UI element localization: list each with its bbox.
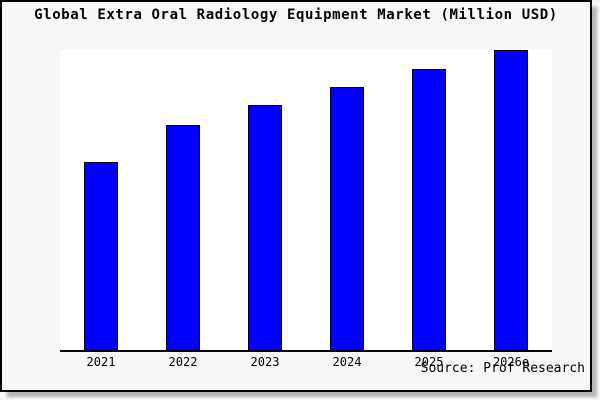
x-tick-label-2021: 2021	[86, 355, 116, 369]
plot-area	[60, 50, 552, 350]
bar-2023	[248, 105, 282, 350]
source-credit: Source: Prof Research	[420, 361, 585, 376]
bar-2025	[412, 68, 446, 350]
chart-title: Global Extra Oral Radiology Equipment Ma…	[34, 7, 558, 23]
x-tick-label-2022: 2022	[168, 355, 198, 369]
x-axis-labels: 2021 2022 2023 2024 2025 2026e	[60, 355, 552, 369]
bar-slot-2025	[388, 50, 470, 350]
bar-slot-2026e	[470, 50, 552, 350]
bar-2024	[330, 86, 364, 350]
x-tick-label-2026e: 2026e	[492, 355, 530, 369]
bar-2026e	[494, 50, 528, 350]
bar-series	[60, 50, 552, 350]
bar-2022	[166, 124, 200, 350]
bar-slot-2024	[306, 50, 388, 350]
bar-slot-2021	[60, 50, 142, 350]
x-tick-label-2023: 2023	[250, 355, 280, 369]
bar-slot-2022	[142, 50, 224, 350]
x-axis-line	[60, 350, 552, 352]
x-tick-label-2025: 2025	[414, 355, 444, 369]
bar-2021	[84, 161, 118, 350]
bar-slot-2023	[224, 50, 306, 350]
x-tick-label-2024: 2024	[332, 355, 362, 369]
